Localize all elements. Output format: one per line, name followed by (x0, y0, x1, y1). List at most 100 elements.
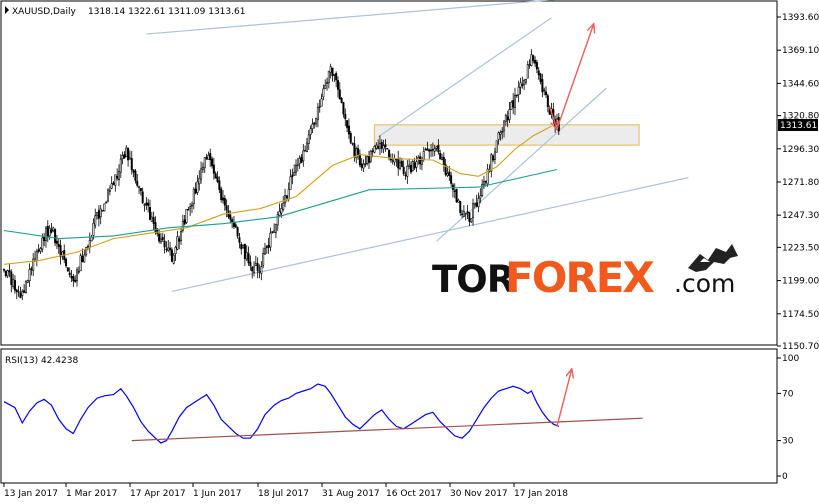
candle (524, 78, 527, 85)
x-axis: 13 Jan 2017 1 Mar 2017 17 Apr 2017 1 Jun 20… (3, 483, 568, 499)
candle (192, 187, 195, 210)
y-tick-label: 1393.60 (782, 13, 819, 23)
candle (214, 171, 217, 179)
candle (377, 139, 380, 150)
current-price-label: 1313.61 (780, 121, 817, 131)
candle (201, 162, 204, 173)
y-tick-label: 1369.10 (782, 46, 819, 56)
candle (461, 209, 464, 219)
y-tick-label: 1150.70 (782, 342, 819, 352)
candle (435, 146, 438, 152)
candle (136, 173, 139, 188)
candle (72, 273, 75, 287)
candle (121, 151, 124, 165)
torforex-watermark: TOR FOREX .com (432, 244, 738, 302)
candle (351, 142, 354, 146)
candle (114, 174, 117, 192)
candle (112, 181, 115, 186)
candle (240, 242, 243, 255)
candle (66, 267, 69, 272)
candle (466, 204, 469, 220)
candle (105, 200, 108, 204)
candle (212, 157, 215, 180)
candle (324, 79, 327, 89)
candle (223, 194, 226, 211)
candle (367, 150, 370, 170)
candle (267, 237, 270, 254)
candle (473, 202, 476, 209)
candle (285, 194, 288, 202)
candle (28, 263, 31, 287)
candle (430, 144, 433, 158)
x-tick-label: 18 Jul 2017 (258, 489, 309, 499)
rsi-tick-label: 70 (782, 389, 794, 399)
ma-slow-line (3, 168, 558, 240)
candle (254, 255, 257, 267)
candle (545, 86, 548, 98)
price-arrow-1 (556, 25, 594, 130)
candle (486, 163, 489, 187)
candle (262, 247, 265, 269)
rsi-arrow-0 (556, 370, 572, 427)
candle (139, 188, 142, 196)
candle (190, 201, 193, 214)
candle (99, 204, 102, 225)
candle (375, 142, 378, 150)
y-tick-label: 1320.80 (782, 112, 819, 122)
candle (440, 153, 443, 161)
candle (196, 175, 199, 195)
rsi-header: RSI(13) 42.4238 (5, 356, 78, 366)
symbol-label: XAUUSD,Daily (12, 7, 76, 17)
candle (300, 154, 303, 164)
candle (207, 151, 210, 160)
candle (400, 157, 403, 168)
candle (273, 223, 276, 234)
candle (294, 159, 297, 176)
candle (289, 169, 292, 190)
candle (13, 275, 16, 294)
candle (499, 130, 502, 141)
candle (83, 249, 86, 263)
y-tick-label: 1247.30 (782, 211, 819, 221)
candle (415, 155, 418, 173)
candle (346, 120, 349, 132)
candle (409, 161, 412, 175)
candle (253, 261, 256, 277)
candle (119, 154, 122, 178)
candle (340, 96, 343, 104)
y-tick-label: 1344.60 (782, 79, 819, 89)
y-tick-label: 1223.50 (782, 243, 819, 253)
candle (537, 67, 540, 80)
candle (322, 84, 325, 101)
candle (211, 156, 214, 169)
candle (457, 198, 460, 203)
rsi-plot-frame (0, 348, 778, 484)
candle (475, 194, 478, 208)
candle (10, 269, 13, 293)
candle (108, 185, 111, 196)
candle (152, 211, 155, 230)
candle (501, 127, 504, 140)
candle (117, 164, 120, 187)
candle (459, 200, 462, 216)
candle (439, 149, 442, 160)
rsi-tick-label: 30 (782, 437, 794, 447)
candle (110, 176, 113, 190)
candle (174, 245, 177, 261)
candle (424, 147, 427, 151)
candle (76, 267, 79, 287)
candle (406, 160, 409, 185)
candle (251, 265, 254, 279)
candle (347, 118, 350, 139)
channel-line-0 (146, 0, 557, 35)
candle (479, 188, 482, 204)
candle (513, 87, 516, 116)
candle (41, 233, 44, 253)
candle (274, 223, 277, 239)
candle (490, 152, 493, 178)
candle (263, 242, 266, 256)
candle (21, 289, 24, 301)
candle (189, 202, 192, 217)
candle (243, 243, 246, 267)
